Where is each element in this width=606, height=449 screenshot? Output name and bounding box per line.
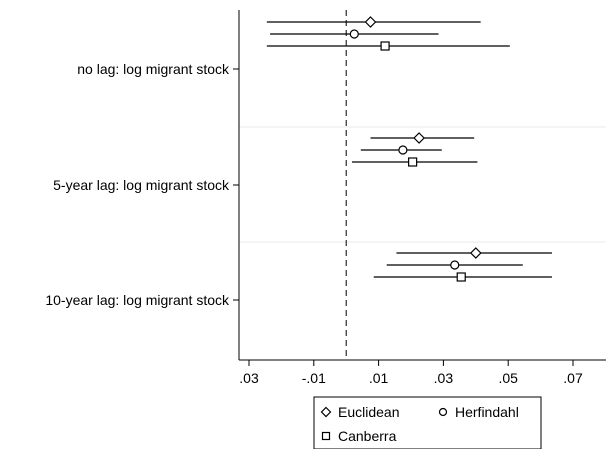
- point-estimate-circle: [349, 29, 359, 39]
- x-tick-label: .03: [239, 370, 259, 386]
- point-estimate-diamond: [469, 247, 482, 259]
- legend-label: Herfindahl: [455, 404, 519, 420]
- legend-label: Euclidean: [338, 404, 400, 420]
- legend-marker-circle: [438, 407, 448, 417]
- point-estimate-square: [456, 272, 466, 282]
- series-canberra: [266, 41, 552, 282]
- plot-marks: [266, 16, 552, 282]
- point-estimate-diamond: [413, 132, 425, 144]
- x-tick-label: -.01: [302, 370, 326, 386]
- x-tick-label: .05: [498, 370, 518, 386]
- legend-box: [313, 396, 542, 449]
- series-herfindahl: [270, 29, 523, 270]
- point-estimate-diamond: [364, 16, 377, 28]
- point-estimate-circle: [450, 260, 460, 270]
- category-label: 5-year lag: log migrant stock: [53, 177, 230, 193]
- category-label: no lag: log migrant stock: [77, 61, 230, 77]
- point-estimate-square: [380, 41, 390, 51]
- x-tick-label: .01: [369, 370, 389, 386]
- legend-marker-square: [321, 431, 331, 441]
- gridlines: [239, 10, 606, 360]
- point-estimate-square: [408, 157, 418, 167]
- legend-label: Canberra: [338, 428, 397, 444]
- point-estimate-circle: [398, 145, 408, 155]
- x-tick-label: .03: [434, 370, 454, 386]
- legend-marker-diamond: [320, 406, 332, 418]
- x-tick-label: .07: [563, 370, 583, 386]
- series-euclidean: [266, 16, 552, 259]
- category-label: 10-year lag: log migrant stock: [45, 292, 230, 308]
- axes: no lag: log migrant stock 5-year lag: log…: [45, 10, 606, 386]
- legend: Euclidean Herfindahl Canberra: [313, 396, 542, 449]
